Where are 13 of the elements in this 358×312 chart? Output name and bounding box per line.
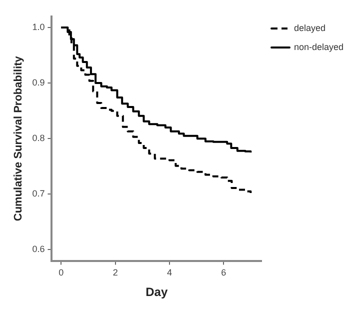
legend-label: delayed [294, 22, 326, 33]
legend-label: non-delayed [294, 42, 344, 52]
x-tick-label: 4 [166, 268, 172, 278]
x-tick-label: 6 [221, 268, 226, 278]
y-tick-label: 1.0 [32, 22, 45, 32]
y-tick-label: 0.8 [32, 133, 45, 144]
x-axis-title: Day [146, 285, 168, 300]
y-tick-label: 0.6 [32, 244, 45, 254]
y-axis-title: Cumulative Survival Probability [12, 55, 25, 222]
x-tick-label: 0 [58, 268, 64, 278]
y-tick-label: 0.7 [32, 188, 45, 199]
x-tick-label: 2 [112, 268, 118, 278]
y-tick-label: 0.9 [32, 78, 45, 88]
